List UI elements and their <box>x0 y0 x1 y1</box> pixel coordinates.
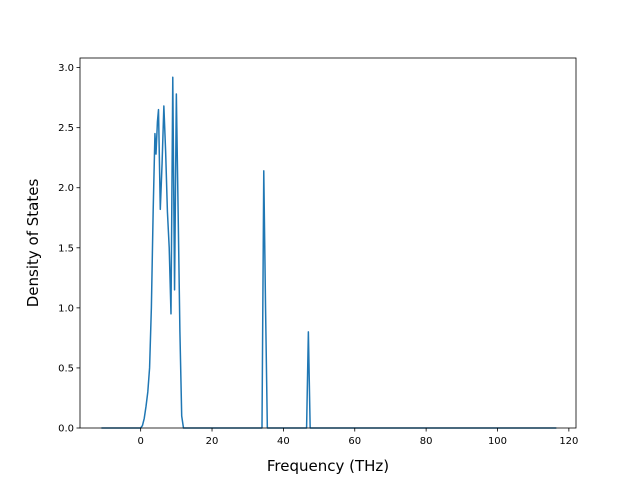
y-tick-label: 0.0 <box>58 424 74 435</box>
x-tick-label: 0 <box>137 436 143 447</box>
x-tick-label: 40 <box>277 436 290 447</box>
axes-frame <box>79 57 577 429</box>
x-tick-label: 120 <box>559 436 578 447</box>
plot-area <box>101 76 557 429</box>
y-axis-ticks: 0.0 0.5 1.0 1.5 2.0 2.5 3.0 <box>58 63 80 435</box>
x-tick-label: 100 <box>488 436 507 447</box>
y-tick-label: 2.0 <box>58 183 74 194</box>
x-axis-ticks: 0 20 40 60 80 100 120 <box>137 428 578 447</box>
y-tick-label: 2.5 <box>58 123 74 134</box>
x-axis-label: Frequency (THz) <box>267 457 389 475</box>
y-tick-label: 0.5 <box>58 363 74 374</box>
y-tick-label: 1.5 <box>58 243 74 254</box>
x-tick-label: 60 <box>348 436 361 447</box>
y-tick-label: 3.0 <box>58 63 74 74</box>
x-tick-label: 20 <box>206 436 219 447</box>
y-axis-label: Density of States <box>24 179 42 308</box>
y-tick-label: 1.0 <box>58 303 74 314</box>
dos-series-line <box>101 76 557 429</box>
x-tick-label: 80 <box>420 436 433 447</box>
